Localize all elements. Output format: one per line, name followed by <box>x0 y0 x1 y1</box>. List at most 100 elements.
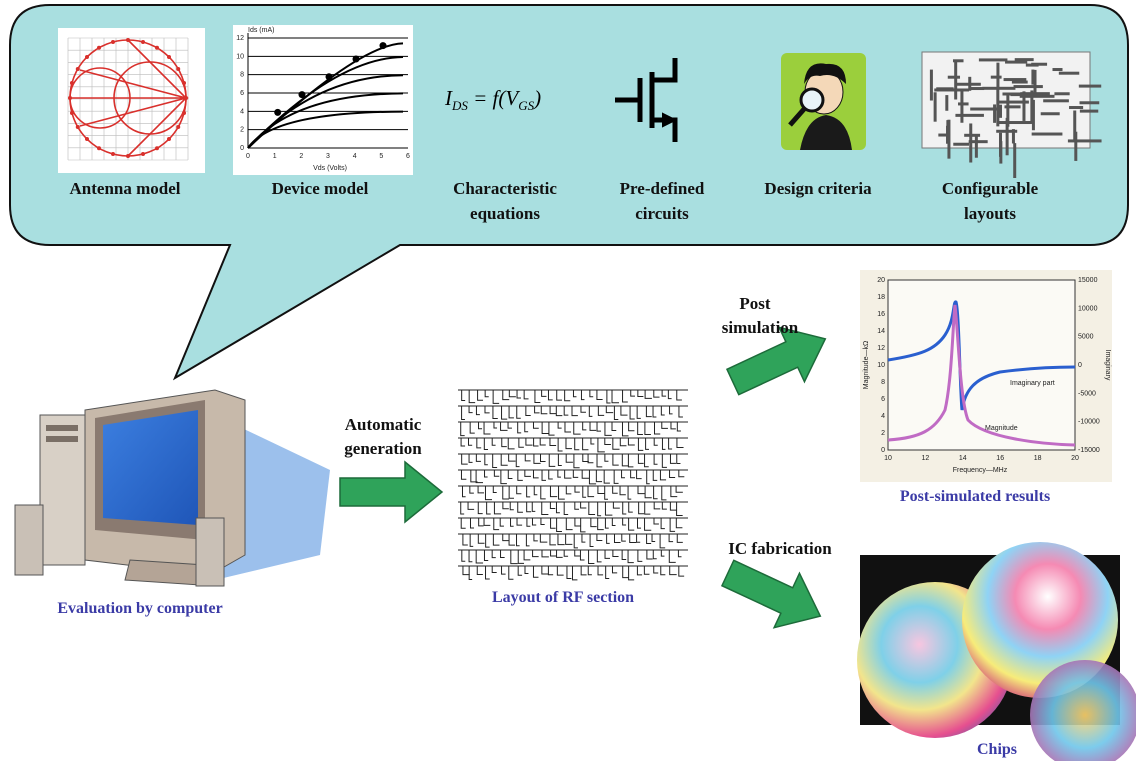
trace <box>979 58 1008 61</box>
trace <box>669 534 673 542</box>
trace <box>509 390 516 397</box>
trace <box>501 422 508 430</box>
trace <box>605 518 608 528</box>
trace <box>630 406 635 419</box>
trace <box>654 502 660 509</box>
trace <box>646 406 651 417</box>
trace <box>566 486 571 494</box>
trace <box>620 438 626 446</box>
trace <box>463 534 468 545</box>
trace <box>557 566 563 575</box>
trace <box>653 550 656 559</box>
trace <box>588 454 593 463</box>
trace <box>993 104 996 122</box>
trace <box>598 438 605 452</box>
trace <box>662 390 666 396</box>
trace <box>517 534 520 546</box>
marker <box>76 125 80 129</box>
shape <box>340 462 442 522</box>
trace <box>654 454 657 464</box>
trace <box>605 486 608 499</box>
trace <box>469 550 472 562</box>
trace <box>469 406 473 413</box>
trace <box>677 422 681 431</box>
trace <box>558 422 562 428</box>
shape <box>715 546 833 643</box>
trace <box>1041 112 1060 115</box>
trace <box>549 470 553 479</box>
trace <box>524 550 530 560</box>
trace <box>541 486 546 499</box>
computer-illustration <box>15 390 330 586</box>
trace <box>622 454 628 466</box>
trace <box>597 422 601 431</box>
trace <box>526 406 531 415</box>
trace <box>476 454 481 461</box>
trace <box>469 454 472 462</box>
trace <box>1054 92 1069 95</box>
trace <box>620 486 626 495</box>
trace <box>503 486 509 499</box>
trace <box>606 566 610 578</box>
marker <box>97 46 101 50</box>
trace <box>565 390 571 401</box>
trace <box>628 454 633 467</box>
trace <box>677 534 683 542</box>
y-tick-label: 8 <box>240 72 244 79</box>
trace <box>591 518 597 527</box>
marker <box>167 55 171 59</box>
trace <box>589 470 596 484</box>
trace <box>461 470 466 479</box>
trace <box>622 470 625 478</box>
trace <box>566 454 573 462</box>
trace <box>637 406 641 418</box>
trace <box>534 486 537 495</box>
trace <box>574 534 578 548</box>
marker <box>141 40 145 44</box>
trace <box>494 422 497 428</box>
trace <box>516 454 519 467</box>
trace <box>581 566 586 575</box>
trace <box>509 486 514 498</box>
trace <box>954 60 957 99</box>
chips-image <box>857 542 1136 761</box>
rf-layout-image <box>458 390 688 580</box>
trace <box>583 438 589 450</box>
trace <box>628 438 634 445</box>
trace <box>478 390 483 400</box>
trace <box>653 470 657 480</box>
computer-label: Evaluation by computer <box>57 600 222 617</box>
trace <box>564 550 568 556</box>
trace <box>1069 106 1083 109</box>
device-model-image: 0246810120123456Ids (mA)Vds (Volts) <box>233 25 413 175</box>
trace <box>558 470 561 477</box>
trace <box>1079 85 1101 88</box>
trace <box>639 502 645 514</box>
trace <box>605 454 609 461</box>
trace <box>533 550 539 557</box>
trace <box>1059 72 1079 75</box>
trace <box>676 486 683 492</box>
x-tick-label: 6 <box>406 153 410 160</box>
trace <box>647 534 652 543</box>
trace <box>614 534 620 542</box>
trace <box>612 390 619 403</box>
axis-label: Frequency—MHz <box>953 467 1008 474</box>
trace <box>589 406 592 416</box>
trace <box>518 566 522 575</box>
trace <box>559 486 565 499</box>
arrow <box>715 546 833 643</box>
trace <box>679 566 684 576</box>
trace <box>958 102 969 105</box>
trace <box>485 390 489 397</box>
bubble-label: Device model <box>272 179 369 198</box>
trace <box>945 95 948 111</box>
trace <box>549 454 555 466</box>
trace <box>660 534 665 548</box>
trace <box>533 470 538 478</box>
trace <box>647 470 650 484</box>
trace <box>525 422 528 432</box>
trace <box>646 438 649 449</box>
trace <box>478 534 484 543</box>
trace <box>1080 110 1098 113</box>
